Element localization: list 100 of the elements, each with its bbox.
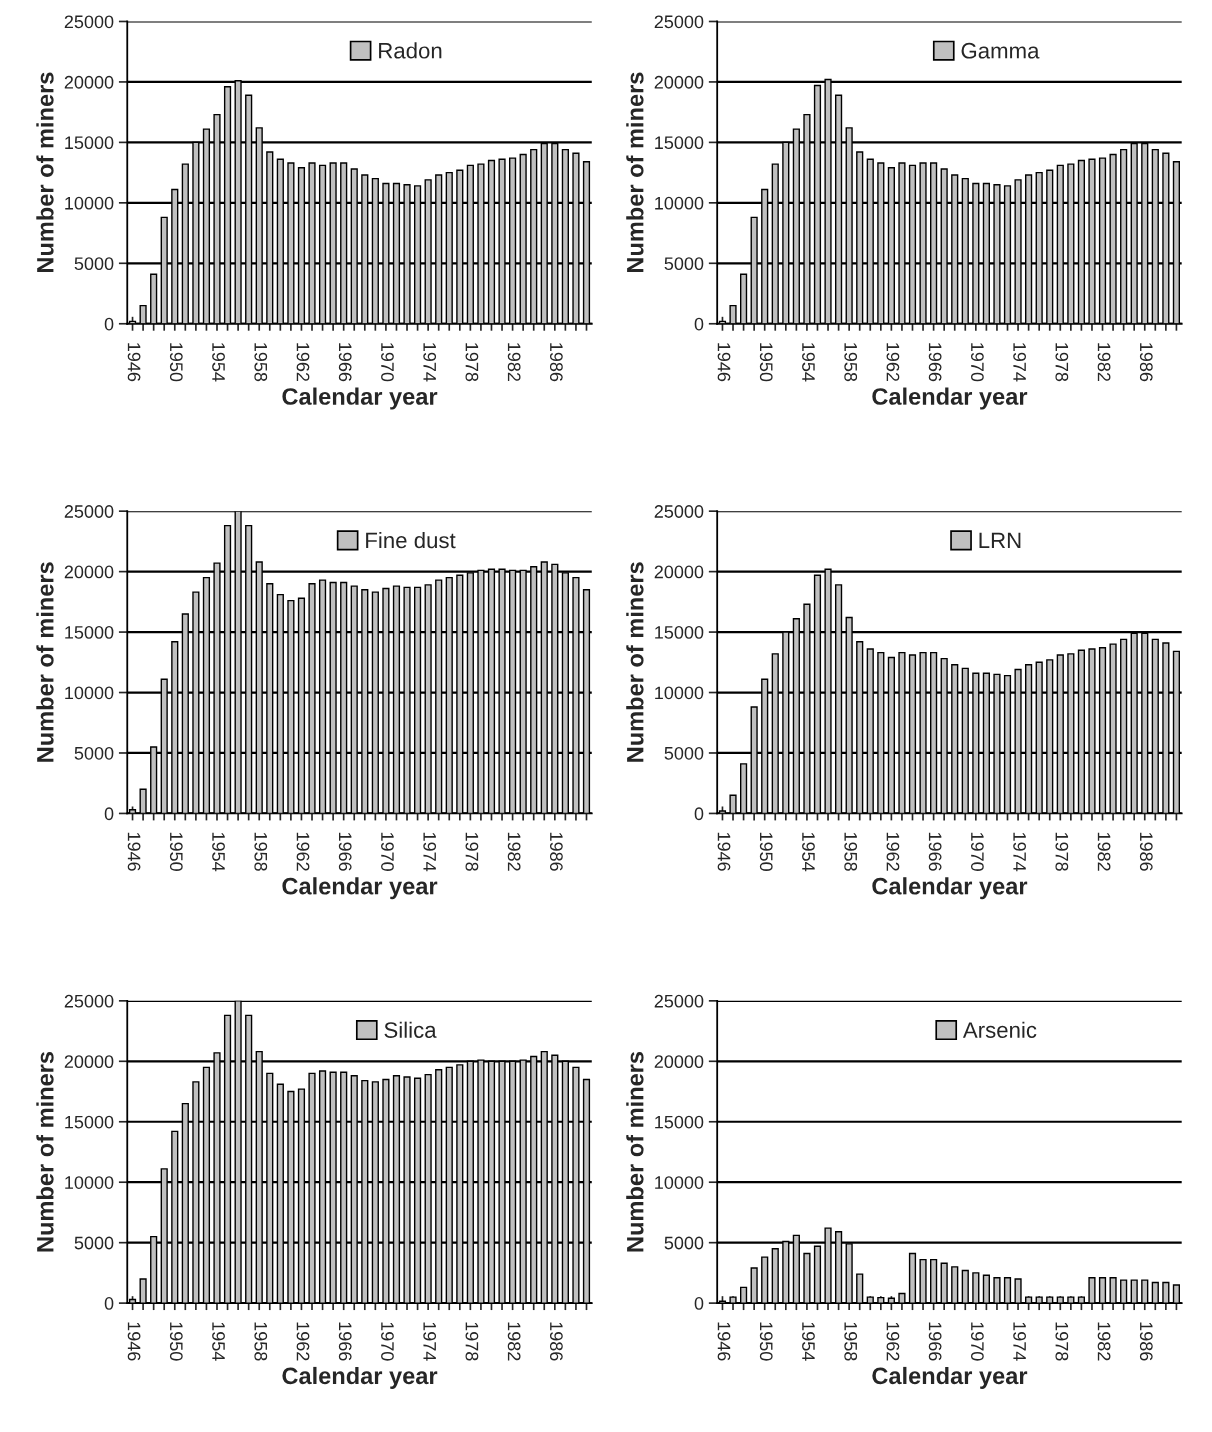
legend-label: Radon [379, 42, 442, 59]
y-tick-label: 0 [104, 807, 114, 821]
x-tick-label: 1978 [1055, 832, 1069, 871]
legend-label: Silica [384, 1021, 437, 1038]
legend-label: Arsenic [962, 1021, 1037, 1038]
x-tick-label: 1982 [1097, 1322, 1111, 1361]
x-tick-label: 1946 [717, 1322, 731, 1361]
x-tick-label: 1970 [970, 832, 984, 871]
y-tick-label: 20000 [64, 565, 114, 579]
x-tick-label: 1950 [169, 343, 183, 382]
y-tick-label: 25000 [64, 994, 114, 1008]
x-tick-label: 1974 [423, 832, 437, 872]
y-axis-title: Number of miners [626, 1051, 644, 1252]
x-tick-label: 1974 [423, 343, 437, 382]
x-axis-title: Calendar year [872, 877, 1028, 900]
y-tick-label: 0 [104, 1297, 114, 1310]
x-tick-label: 1958 [254, 343, 268, 382]
x-tick-label: 1958 [844, 1322, 858, 1361]
y-tick-label: 10000 [655, 686, 704, 700]
y-tick-label: 10000 [65, 686, 114, 700]
x-tick-label: 1958 [844, 343, 858, 382]
y-tick-label: 25000 [64, 505, 114, 518]
y-tick-label: 5000 [664, 1236, 704, 1250]
y-axis-title: Number of miners [626, 562, 644, 762]
y-tick-label: 10000 [65, 196, 114, 210]
x-tick-label: 1986 [549, 832, 563, 871]
x-tick-label: 1974 [1013, 1322, 1026, 1361]
y-tick-label: 0 [694, 317, 704, 331]
y-tick-label: 15000 [65, 136, 114, 150]
x-tick-label: 1954 [212, 1322, 225, 1361]
y-tick-label: 20000 [654, 75, 704, 89]
x-tick-label: 1978 [465, 343, 479, 382]
x-tick-label: 1986 [1139, 1322, 1153, 1361]
x-tick-label: 1954 [212, 343, 225, 382]
x-tick-label: 1970 [381, 832, 394, 871]
x-tick-label: 1946 [127, 832, 141, 871]
x-tick-label: 1958 [254, 1322, 268, 1361]
x-tick-label: 1962 [886, 832, 900, 871]
y-axis-title: Number of miners [36, 72, 54, 273]
x-tick-label: 1986 [549, 1322, 563, 1361]
x-axis-title: Calendar year [282, 1366, 438, 1389]
x-tick-label: 1954 [802, 1322, 815, 1361]
y-tick-label: 25000 [654, 15, 704, 29]
y-tick-label: 15000 [655, 626, 704, 639]
y-tick-label: 20000 [64, 1055, 114, 1069]
x-tick-label: 1974 [423, 1322, 437, 1361]
x-tick-label: 1950 [759, 343, 773, 382]
y-tick-label: 25000 [64, 15, 114, 29]
x-tick-label: 1966 [928, 343, 942, 382]
x-axis-title: Calendar year [872, 387, 1028, 410]
x-tick-label: 1970 [970, 1322, 984, 1361]
x-tick-label: 1966 [338, 1322, 352, 1361]
x-tick-label: 1970 [381, 343, 394, 382]
x-axis-title: Calendar year [872, 1366, 1028, 1389]
x-tick-label: 1950 [169, 1322, 183, 1361]
legend-label: Gamma [961, 42, 1040, 59]
x-tick-label: 1966 [928, 1322, 942, 1361]
y-tick-label: 0 [104, 317, 114, 331]
y-tick-label: 10000 [655, 196, 704, 210]
y-tick-label: 15000 [655, 1115, 704, 1129]
x-tick-label: 1978 [465, 832, 479, 871]
x-tick-label: 1962 [296, 1322, 310, 1361]
x-tick-label: 1978 [465, 1322, 479, 1361]
x-tick-label: 1950 [759, 832, 773, 871]
y-tick-label: 20000 [64, 75, 114, 89]
x-tick-label: 1978 [1055, 1322, 1069, 1361]
x-tick-label: 1954 [212, 832, 225, 872]
y-tick-label: 5000 [664, 746, 704, 760]
x-tick-label: 1962 [886, 1322, 900, 1361]
x-tick-label: 1974 [1013, 832, 1026, 872]
y-tick-label: 15000 [65, 626, 114, 639]
x-tick-label: 1986 [549, 343, 563, 382]
y-tick-label: 0 [694, 807, 704, 821]
x-tick-label: 1986 [1139, 832, 1153, 871]
y-tick-label: 5000 [74, 1236, 114, 1250]
x-tick-label: 1986 [1139, 343, 1153, 382]
x-tick-label: 1946 [127, 1322, 141, 1361]
x-tick-label: 1954 [802, 832, 815, 872]
y-axis-title: Number of miners [626, 72, 644, 273]
y-axis-title: Number of miners [36, 562, 54, 762]
x-tick-label: 1954 [802, 343, 815, 382]
y-tick-label: 15000 [65, 1115, 114, 1129]
x-tick-label: 1970 [970, 343, 984, 382]
y-tick-label: 10000 [655, 1176, 704, 1189]
y-tick-label: 5000 [74, 746, 114, 760]
x-tick-label: 1958 [844, 832, 858, 871]
x-tick-label: 1966 [338, 832, 352, 871]
x-tick-label: 1982 [1097, 832, 1111, 871]
y-tick-label: 20000 [654, 1055, 704, 1069]
y-tick-label: 25000 [654, 994, 704, 1008]
x-tick-label: 1958 [254, 832, 268, 871]
x-tick-label: 1974 [1013, 343, 1026, 382]
legend-label: Fine dust [366, 531, 456, 549]
y-tick-label: 20000 [654, 565, 704, 579]
x-tick-label: 1946 [127, 343, 141, 382]
x-tick-label: 1966 [338, 343, 352, 382]
y-tick-label: 5000 [74, 257, 114, 271]
x-tick-label: 1982 [507, 832, 521, 871]
x-tick-label: 1946 [717, 343, 731, 382]
y-tick-label: 10000 [65, 1176, 114, 1189]
